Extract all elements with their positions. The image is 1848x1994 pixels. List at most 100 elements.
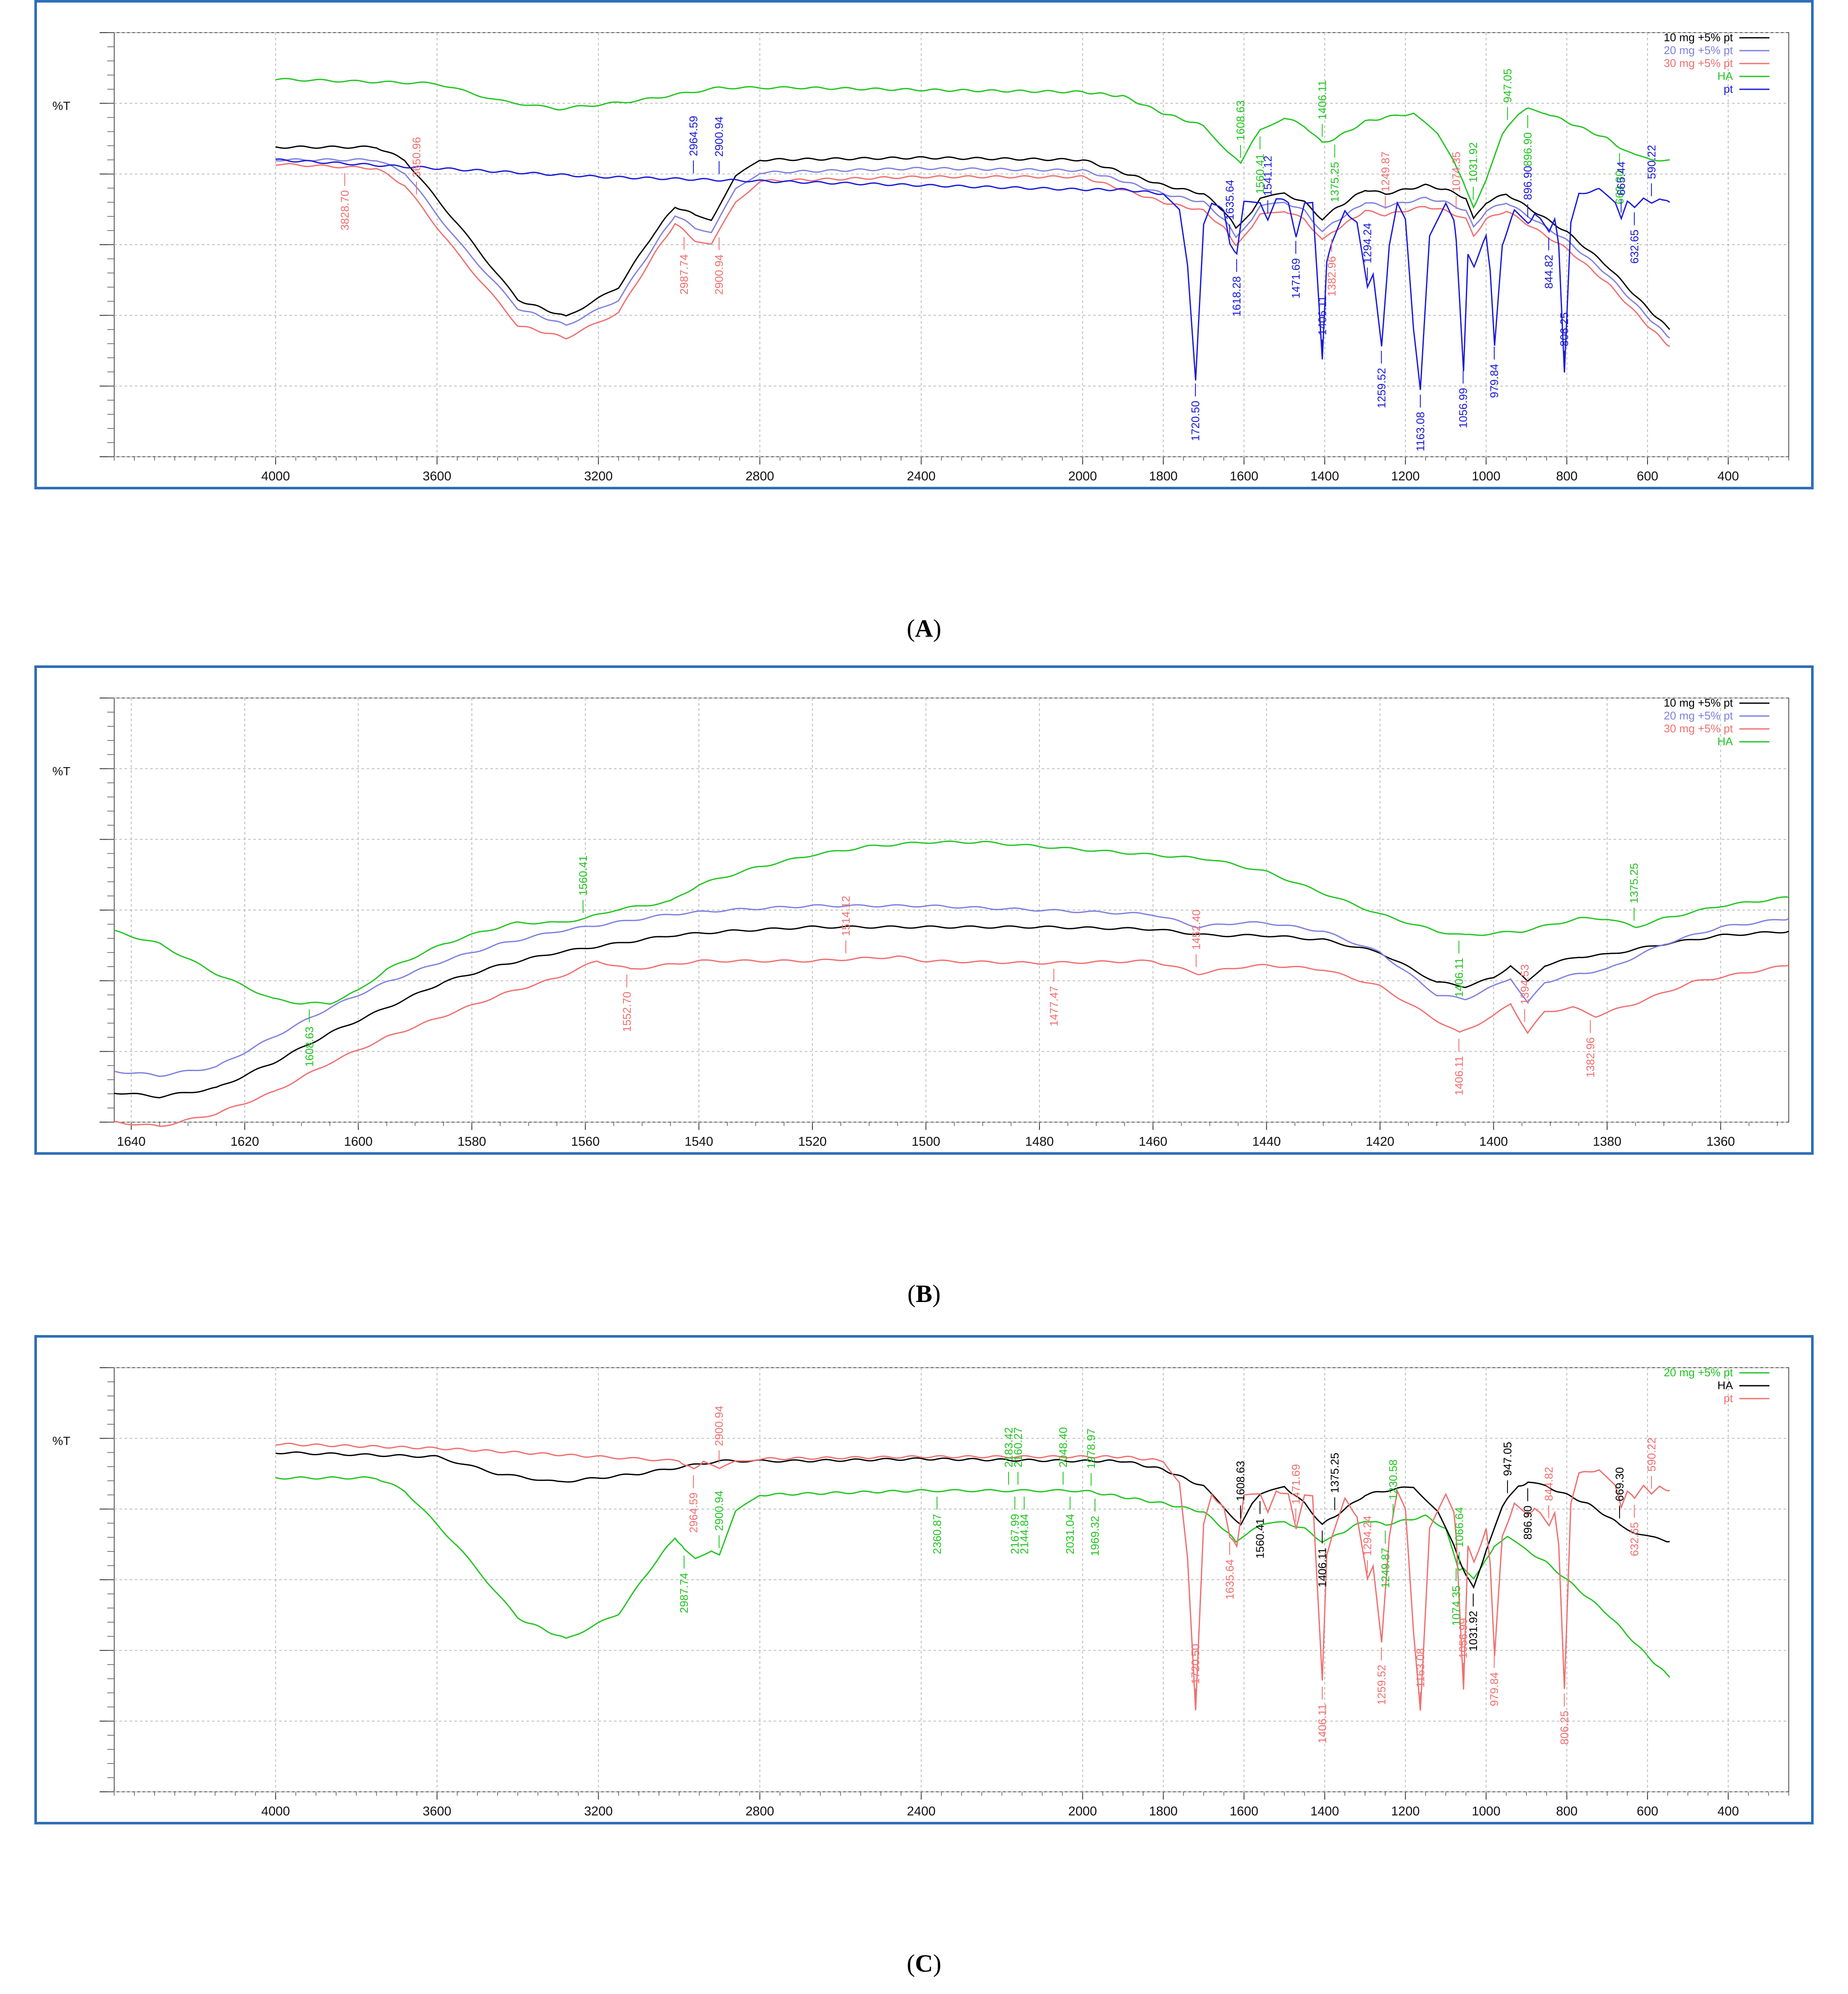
y-axis-label: %T <box>52 765 70 778</box>
series-line-20-mg-5-pt <box>275 158 1670 339</box>
legend-label: 20 mg +5% pt <box>1664 709 1733 722</box>
series-line-pt <box>275 158 1670 390</box>
x-tick-label: 2800 <box>745 469 774 483</box>
peak-label: 1471.69 <box>1289 258 1302 298</box>
x-tick-label: 2000 <box>1068 469 1097 483</box>
legend-label: 10 mg +5% pt <box>1664 31 1733 44</box>
peak-label: 590.22 <box>1645 145 1658 179</box>
x-tick-label: 4000 <box>261 469 290 483</box>
peak-label: 1375.25 <box>1328 162 1341 202</box>
x-tick-label: 1440 <box>1252 1135 1281 1149</box>
x-tick-label: 1200 <box>1391 1804 1420 1818</box>
x-tick-label: 1600 <box>1230 1804 1258 1818</box>
peak-label: 2360.87 <box>930 1514 943 1554</box>
x-tick-label: 1800 <box>1149 469 1178 483</box>
x-tick-label: 4000 <box>261 1804 290 1818</box>
peak-label: 1394.53 <box>1518 964 1531 1005</box>
x-tick-label: 1000 <box>1472 469 1501 483</box>
peak-label: 1056.99 <box>1457 1618 1470 1658</box>
x-tick-label: 1380 <box>1593 1135 1622 1149</box>
peak-label: 669.30 <box>1613 1467 1626 1502</box>
peak-label: 1608.63 <box>1234 100 1247 141</box>
peak-label: 844.82 <box>1542 1467 1555 1501</box>
peak-label: 1249.87 <box>1379 1548 1392 1588</box>
peak-label: 1074.35 <box>1450 152 1462 192</box>
peak-label: 896.90 <box>1521 166 1534 200</box>
peak-label: 1294.24 <box>1361 1516 1374 1556</box>
legend-label: 20 mg +5% pt <box>1664 44 1733 57</box>
ftir-chart-b: 1640 1620 1600 1580 1560 1540 1520 1500 1480 1460… <box>52 696 1789 1149</box>
peak-label: 2900.94 <box>713 116 726 157</box>
x-tick-label: 1400 <box>1310 1804 1339 1818</box>
peak-label: 979.84 <box>1488 1672 1501 1706</box>
x-tick-label: 1500 <box>912 1135 940 1149</box>
chart-panel-c: 4000 3600 3200 2800 2400 2000 1800 1600 1400 1200… <box>34 1335 1814 1824</box>
peak-label: 632.65 <box>1628 230 1641 264</box>
x-tick-label: 1600 <box>344 1135 373 1149</box>
peak-label: 1375.25 <box>1628 863 1641 904</box>
peak-label: 1406.11 <box>1316 1704 1329 1743</box>
series-line-30-mg-5-pt <box>275 163 1670 347</box>
x-tick-label: 1600 <box>1230 469 1258 483</box>
series-line-20-mg-5-pt <box>275 1476 1670 1678</box>
caption-a: (A) <box>906 614 942 642</box>
x-tick-label: 2400 <box>907 1804 936 1818</box>
peak-label: 1477.47 <box>1047 986 1060 1026</box>
x-tick-label: 1360 <box>1706 1135 1735 1149</box>
legend-label: 30 mg +5% pt <box>1664 722 1733 735</box>
peak-label: 1230.58 <box>1386 1460 1399 1500</box>
legend-label: 30 mg +5% pt <box>1664 57 1733 70</box>
peak-label: 3828.70 <box>338 190 351 231</box>
peak-label: 1406.11 <box>1316 1548 1329 1587</box>
x-tick-label: 3600 <box>422 469 451 483</box>
legend-label: pt <box>1723 1392 1733 1405</box>
caption-c: (C) <box>906 1949 942 1977</box>
legend-label: HA <box>1717 735 1733 748</box>
x-tick-label: 600 <box>1637 1804 1658 1818</box>
x-tick-label: 800 <box>1556 1804 1577 1818</box>
legend-label: 20 mg +5% pt <box>1664 1366 1733 1379</box>
x-tick-label: 1200 <box>1391 469 1420 483</box>
peak-label: 2900.94 <box>713 1406 726 1446</box>
peak-label: 1560.41 <box>1254 154 1267 194</box>
x-tick-label: 1460 <box>1139 1135 1167 1149</box>
peak-label: 669.30 <box>1613 170 1626 205</box>
peak-label: 590.22 <box>1645 1438 1658 1472</box>
x-tick-label: 1480 <box>1025 1135 1054 1149</box>
peak-label: 896.90 <box>1521 1505 1534 1540</box>
x-tick-label: 2800 <box>745 1804 774 1818</box>
peak-label: 1031.92 <box>1467 1611 1480 1651</box>
peak-label: 2048.40 <box>1057 1427 1070 1468</box>
series-line-ha <box>275 1451 1670 1589</box>
peak-label: 1163.08 <box>1414 1648 1427 1687</box>
x-tick-label: 1420 <box>1366 1135 1395 1149</box>
x-tick-label: 1400 <box>1310 469 1339 483</box>
chart-panel-a: 4000 3600 3200 2800 2400 2000 1800 1600 1400 1200… <box>34 0 1814 489</box>
legend-label: HA <box>1717 1379 1733 1392</box>
peak-label: 1249.87 <box>1379 152 1392 192</box>
legend-label: 10 mg +5% pt <box>1664 696 1733 709</box>
series-line-20-mg-5-pt <box>114 904 1789 1077</box>
peak-label: 1969.32 <box>1088 1516 1101 1556</box>
peak-label: 947.05 <box>1501 1442 1514 1476</box>
x-tick-label: 1640 <box>117 1135 146 1149</box>
peak-label: 947.05 <box>1501 69 1514 103</box>
peak-label: 1452.40 <box>1190 910 1203 950</box>
peak-label: 1406.11 <box>1453 1056 1465 1096</box>
peak-label: 806.25 <box>1558 1711 1571 1745</box>
peak-label: 1375.25 <box>1328 1453 1341 1493</box>
x-tick-label: 1540 <box>684 1135 713 1149</box>
peak-label: 1074.35 <box>1450 1585 1462 1626</box>
peak-label: 1978.97 <box>1085 1429 1097 1469</box>
x-tick-label: 3600 <box>422 1804 451 1818</box>
peak-label: 1259.52 <box>1375 368 1388 408</box>
x-tick-label: 800 <box>1556 469 1577 483</box>
peak-label: 632.65 <box>1628 1522 1641 1557</box>
peak-label: 1056.99 <box>1457 388 1470 428</box>
peak-label: 1560.41 <box>577 856 590 896</box>
x-tick-label: 3200 <box>584 1804 613 1818</box>
peak-label: 2183.42 <box>1002 1427 1015 1468</box>
x-tick-label: 1000 <box>1472 1804 1501 1818</box>
peak-label: 2900.94 <box>713 1490 726 1531</box>
peak-label: 1382.96 <box>1584 1037 1597 1077</box>
